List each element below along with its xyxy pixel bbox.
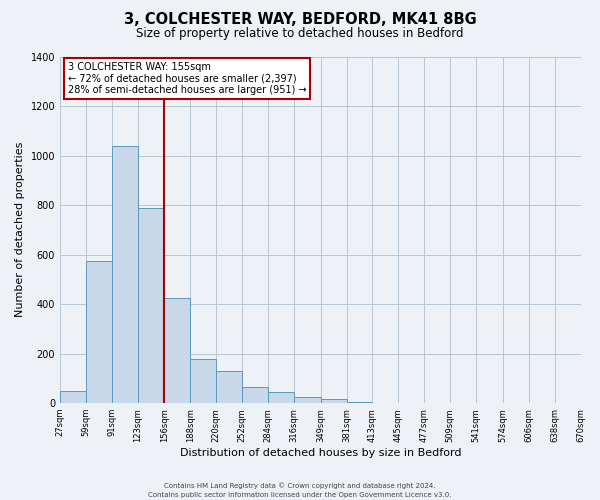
Bar bbox=[164, 298, 190, 403]
Text: Contains HM Land Registry data © Crown copyright and database right 2024.: Contains HM Land Registry data © Crown c… bbox=[164, 482, 436, 489]
Bar bbox=[268, 392, 294, 403]
Text: Size of property relative to detached houses in Bedford: Size of property relative to detached ho… bbox=[136, 28, 464, 40]
Text: 3, COLCHESTER WAY, BEDFORD, MK41 8BG: 3, COLCHESTER WAY, BEDFORD, MK41 8BG bbox=[124, 12, 476, 28]
Bar bbox=[347, 402, 373, 403]
Bar bbox=[138, 208, 164, 403]
Bar bbox=[190, 358, 216, 403]
Bar bbox=[60, 390, 86, 403]
Text: Contains public sector information licensed under the Open Government Licence v3: Contains public sector information licen… bbox=[148, 492, 452, 498]
Bar bbox=[242, 387, 268, 403]
Bar bbox=[86, 260, 112, 403]
Bar bbox=[320, 400, 347, 403]
Bar bbox=[294, 397, 320, 403]
Text: 3 COLCHESTER WAY: 155sqm
← 72% of detached houses are smaller (2,397)
28% of sem: 3 COLCHESTER WAY: 155sqm ← 72% of detach… bbox=[68, 62, 307, 95]
X-axis label: Distribution of detached houses by size in Bedford: Distribution of detached houses by size … bbox=[179, 448, 461, 458]
Y-axis label: Number of detached properties: Number of detached properties bbox=[15, 142, 25, 318]
Bar bbox=[112, 146, 138, 403]
Bar bbox=[216, 371, 242, 403]
